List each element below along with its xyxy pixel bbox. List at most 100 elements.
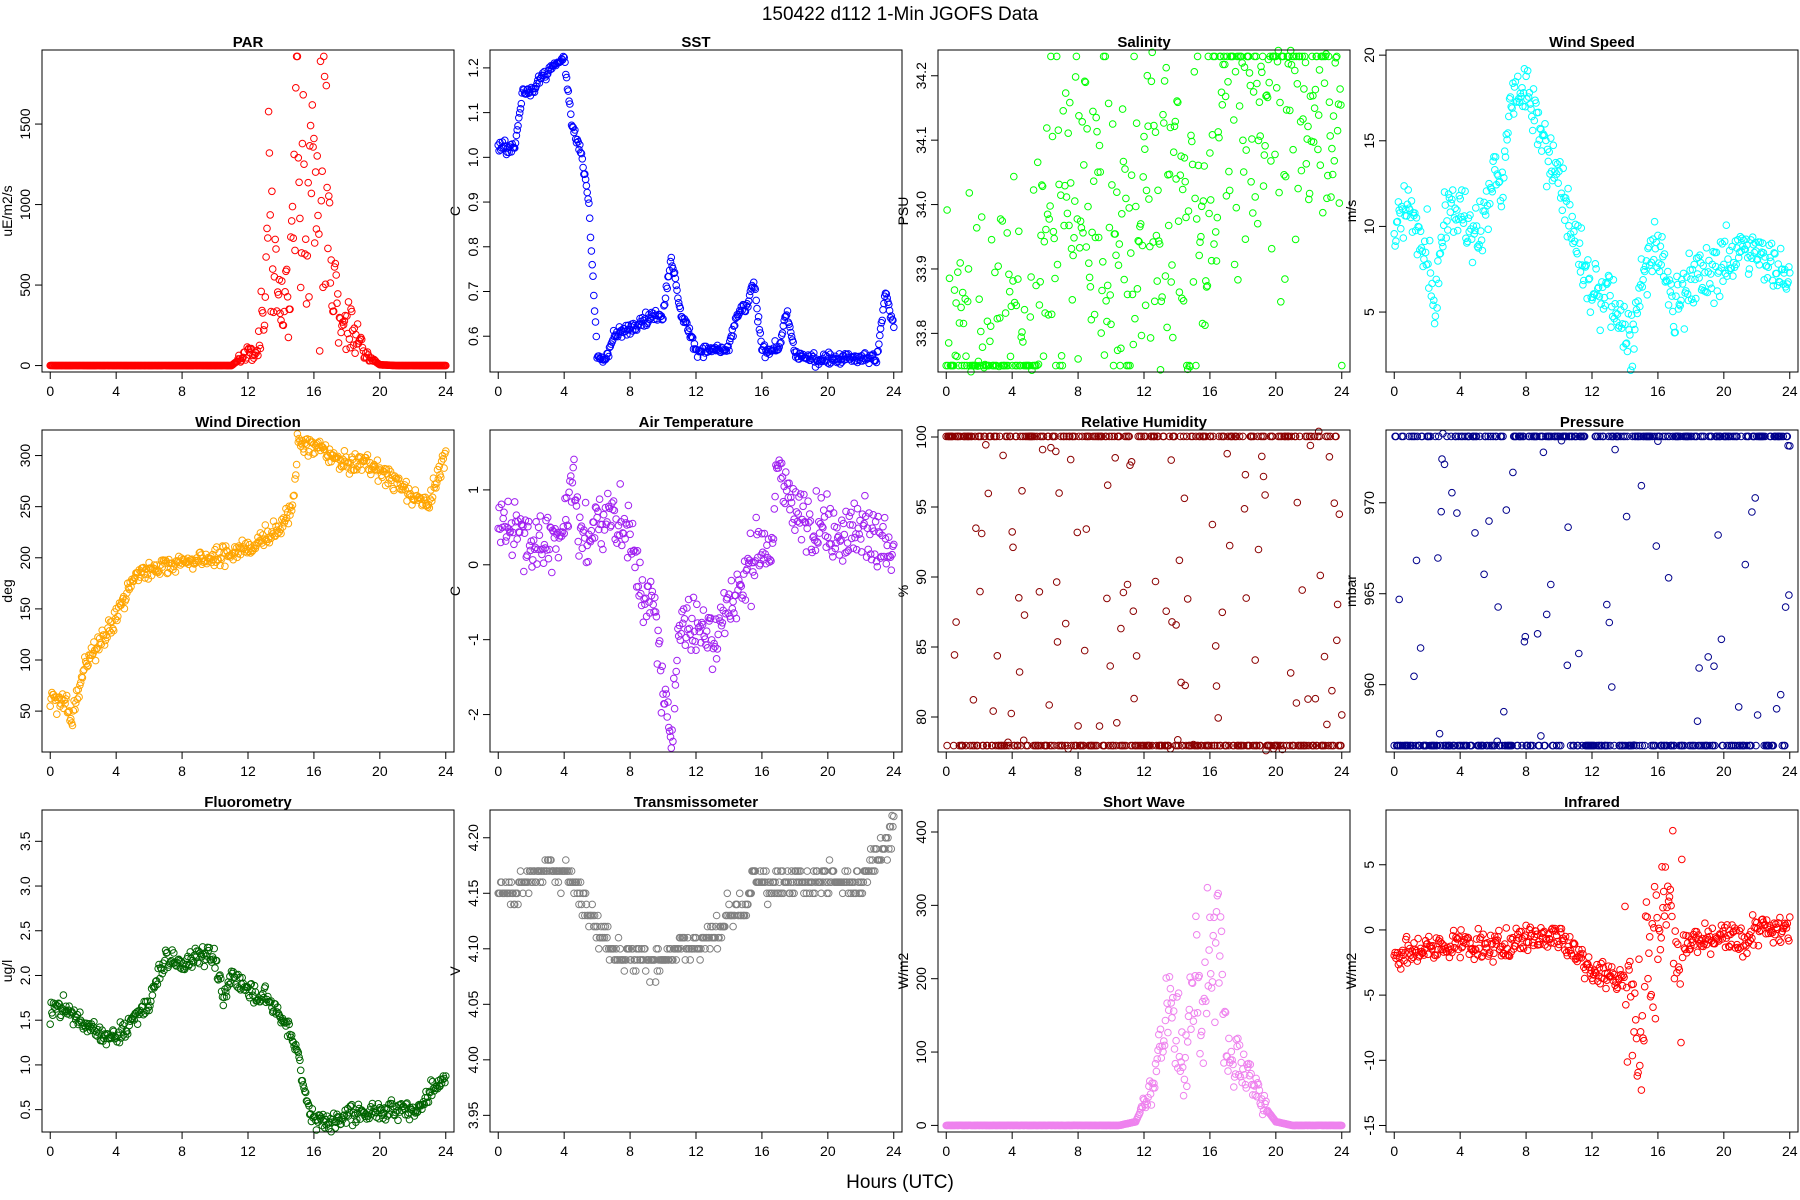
- data-point: [1071, 197, 1079, 205]
- data-point: [1174, 98, 1182, 107]
- data-point: [1213, 213, 1222, 222]
- data-point: [958, 288, 967, 297]
- data-point: [1188, 137, 1196, 146]
- data-point: [1172, 175, 1180, 183]
- data-point: [1519, 102, 1527, 111]
- panel-title: PAR: [233, 34, 264, 51]
- data-point: [272, 245, 280, 253]
- data-point: [885, 306, 894, 315]
- data-point: [1063, 209, 1072, 218]
- data-point: [880, 299, 888, 308]
- data-point: [64, 708, 73, 716]
- data-point: [516, 105, 525, 113]
- data-point: [749, 278, 758, 287]
- x-tick-label: 12: [240, 383, 256, 399]
- y-tick-label: 1: [465, 486, 481, 494]
- data-point: [1704, 268, 1712, 276]
- data-point: [1058, 361, 1067, 370]
- data-point: [1284, 59, 1292, 68]
- data-point: [1678, 280, 1687, 288]
- data-point: [1325, 98, 1334, 106]
- data-point: [1299, 115, 1307, 123]
- y-tick-label: 33.8: [913, 320, 929, 347]
- data-point: [669, 264, 677, 273]
- data-point: [1230, 116, 1238, 124]
- data-point: [1051, 274, 1059, 283]
- data-point: [1173, 97, 1181, 105]
- data-point: [1687, 275, 1695, 284]
- data-point: [1259, 182, 1268, 190]
- data-point: [1211, 52, 1219, 61]
- data-point: [1474, 244, 1483, 252]
- data-point: [1005, 270, 1013, 279]
- data-point: [1654, 231, 1662, 240]
- data-point: [535, 79, 544, 87]
- data-point: [1534, 108, 1543, 117]
- data-point: [741, 307, 750, 316]
- data-point: [1112, 251, 1120, 260]
- y-tick-label: 0: [465, 561, 481, 569]
- data-point: [1603, 280, 1611, 289]
- data-point: [69, 707, 78, 715]
- data-point: [1529, 85, 1538, 93]
- data-point: [1693, 270, 1702, 278]
- data-point: [1606, 291, 1614, 300]
- y-tick-label: 15: [1361, 133, 1377, 149]
- data-point: [972, 224, 981, 232]
- data-point: [1126, 361, 1134, 370]
- data-point: [1047, 310, 1056, 319]
- data-point: [1096, 168, 1105, 176]
- data-point: [1633, 309, 1642, 318]
- data-point: [1167, 278, 1175, 286]
- data-point: [1461, 187, 1469, 195]
- data-point: [1160, 77, 1169, 85]
- data-point: [1155, 240, 1164, 248]
- x-tick-label: 4: [1008, 383, 1016, 399]
- data-point: [1786, 269, 1794, 277]
- data-point: [954, 268, 962, 277]
- data-point: [587, 247, 596, 255]
- y-tick-label: 300: [17, 444, 33, 468]
- data-point: [1235, 102, 1244, 110]
- data-point: [1418, 247, 1427, 255]
- data-point: [1516, 89, 1525, 98]
- data-point: [1301, 58, 1310, 67]
- x-tick-label: 4: [560, 763, 568, 779]
- data-point: [257, 287, 266, 296]
- data-point: [1113, 188, 1121, 196]
- data-point: [1584, 275, 1593, 284]
- y-tick-label: 970: [1361, 491, 1377, 515]
- data-point: [1476, 197, 1484, 206]
- data-point: [239, 353, 247, 362]
- data-point: [1056, 361, 1064, 370]
- data-point: [1239, 168, 1248, 176]
- data-point: [1738, 234, 1746, 243]
- data-point: [1525, 88, 1534, 97]
- data-point: [501, 136, 509, 145]
- data-point: [1561, 216, 1569, 224]
- y-tick-label: 20: [1361, 47, 1377, 63]
- data-point: [1275, 188, 1283, 197]
- data-point: [1229, 52, 1237, 61]
- x-tick-label: 20: [820, 763, 836, 779]
- data-point: [1163, 323, 1171, 332]
- data-point: [309, 143, 317, 151]
- data-point: [279, 321, 288, 330]
- panel-title: Air Temperature: [639, 414, 754, 431]
- data-point: [1305, 195, 1313, 204]
- data-point: [1015, 227, 1023, 236]
- data-point: [1097, 329, 1105, 337]
- data-point: [1159, 110, 1167, 119]
- data-point: [1069, 251, 1077, 260]
- data-point: [1101, 52, 1110, 61]
- data-point: [824, 348, 833, 357]
- data-point: [1018, 328, 1026, 336]
- data-point: [1035, 301, 1044, 309]
- data-point: [1337, 101, 1345, 109]
- data-point: [1117, 344, 1125, 353]
- data-point: [1157, 297, 1166, 306]
- data-point: [1397, 224, 1405, 233]
- x-tick-label: 20: [820, 383, 836, 399]
- data-point: [1253, 79, 1261, 88]
- data-point: [1505, 112, 1513, 121]
